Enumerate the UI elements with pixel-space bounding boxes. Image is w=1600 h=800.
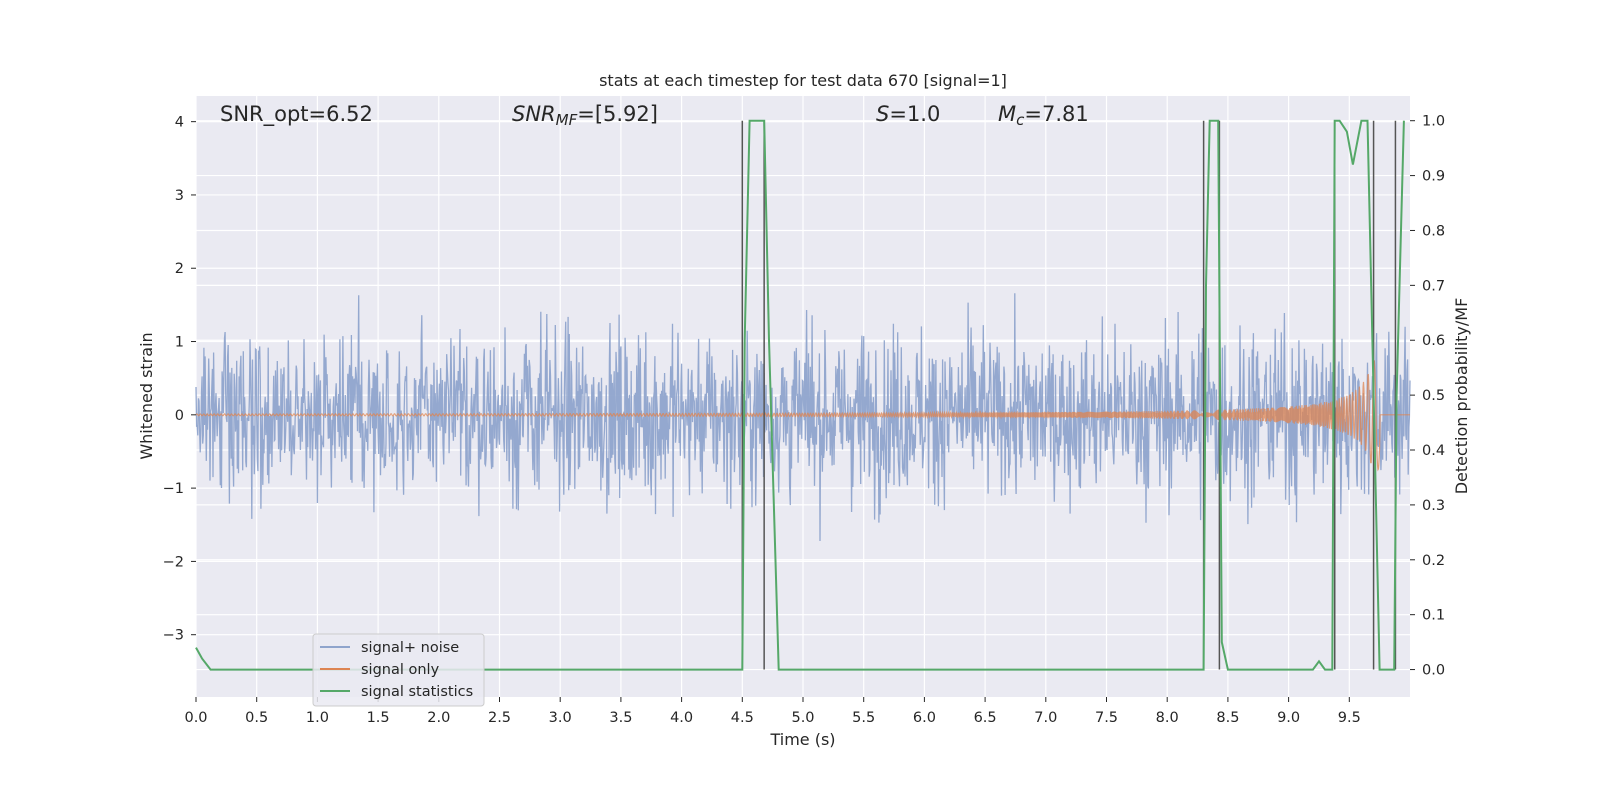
annotation-mc-subscript: c (1016, 111, 1025, 129)
x-tick-label: 9.0 (1277, 710, 1300, 726)
x-tick-label: 5.0 (791, 710, 814, 726)
x-tick-label: 8.5 (1216, 710, 1239, 726)
y-axis-label: Whitened strain (137, 332, 156, 459)
x-tick-label: 7.0 (1034, 710, 1057, 726)
series-signal-only (195, 360, 1410, 472)
x-tick-label: 3.0 (549, 710, 572, 726)
series-signal-noise (195, 293, 1411, 542)
y2-tick-label: 0.1 (1422, 608, 1445, 624)
y-tick-label: −3 (163, 628, 184, 644)
annotation-s: S=1.0 (876, 102, 940, 126)
y-tick-label: 1 (175, 335, 184, 351)
y2-tick-label: 0.2 (1422, 553, 1445, 569)
y2-tick-label: 0.4 (1422, 443, 1445, 459)
series-signal-statistics (195, 119, 1405, 671)
x-tick-label: 6.5 (974, 710, 997, 726)
x-tick-label: 7.5 (1095, 710, 1118, 726)
x-tick-label: 4.5 (731, 710, 754, 726)
y2-axis-label: Detection probability/MF (1452, 298, 1471, 495)
y-tick-label: 4 (175, 115, 184, 131)
x-tick-label: 2.0 (427, 710, 450, 726)
x-axis-ticks: 0.0 0.5 1.0 1.5 2.0 2.5 3.0 3.5 4.0 4.5 5.0 5.5 6.0 6… (184, 697, 1361, 726)
legend: signal+ noise signal only signal statist… (312, 633, 485, 707)
y-tick-label: −1 (163, 481, 184, 497)
y-tick-label: −2 (163, 554, 184, 570)
x-tick-label: 6.0 (913, 710, 936, 726)
chart-title: stats at each timestep for test data 670… (599, 71, 1007, 90)
x-tick-label: 5.5 (852, 710, 875, 726)
annotation-s-value: =1.0 (889, 102, 940, 126)
y2-axis-ticks: 1.0 0.9 0.8 0.7 0.6 0.5 0.4 0.3 0.2 0.1 0.0 (1410, 114, 1445, 679)
x-tick-label: 2.5 (488, 710, 511, 726)
x-axis-label: Time (s) (769, 730, 835, 749)
y-tick-label: 0 (175, 408, 184, 424)
annotation-snr-mf: SNRMF=[5.92] (512, 102, 658, 129)
signal-only-trace (195, 360, 1410, 472)
annotation-mc-symbol: M (998, 102, 1016, 126)
annotation-snr-opt: SNR_opt=6.52 (220, 102, 373, 127)
x-tick-label: 0.5 (245, 710, 268, 726)
y2-tick-label: 0.5 (1422, 388, 1445, 404)
y-tick-label: 2 (175, 261, 184, 277)
x-tick-label: 1.0 (306, 710, 329, 726)
annotation-mc: Mc=7.81 (998, 102, 1089, 129)
y2-tick-label: 0.0 (1422, 663, 1445, 679)
annotation-snr-mf-symbol: SNR (512, 102, 556, 126)
y2-tick-label: 1.0 (1422, 114, 1445, 130)
x-tick-label: 9.5 (1338, 710, 1361, 726)
x-tick-label: 3.5 (609, 710, 632, 726)
y-tick-label: 3 (175, 188, 184, 204)
legend-label-signal-only: signal only (361, 662, 440, 678)
annotation-s-symbol: S (876, 102, 889, 126)
x-tick-label: 0.0 (184, 710, 207, 726)
noise-trace (195, 293, 1411, 542)
y2-tick-label: 0.6 (1422, 333, 1445, 349)
x-tick-label: 1.5 (367, 710, 390, 726)
x-tick-label: 4.0 (670, 710, 693, 726)
signal-statistics-line (195, 119, 1405, 671)
y2-tick-label: 0.3 (1422, 498, 1445, 514)
annotation-mc-value: =7.81 (1024, 102, 1088, 126)
y2-tick-label: 0.8 (1422, 223, 1445, 239)
y2-tick-label: 0.9 (1422, 169, 1445, 185)
annotation-snr-mf-value: =[5.92] (577, 102, 658, 126)
legend-label-signal-statistics: signal statistics (361, 684, 473, 700)
y2-tick-label: 0.7 (1422, 278, 1445, 294)
legend-label-signal-noise: signal+ noise (361, 640, 459, 656)
annotation-snr-mf-subscript: MF (556, 111, 578, 129)
y-axis-ticks: 4 3 2 1 0 −1 −2 −3 (163, 115, 196, 644)
legend-box (312, 633, 485, 707)
x-tick-label: 8.0 (1156, 710, 1179, 726)
